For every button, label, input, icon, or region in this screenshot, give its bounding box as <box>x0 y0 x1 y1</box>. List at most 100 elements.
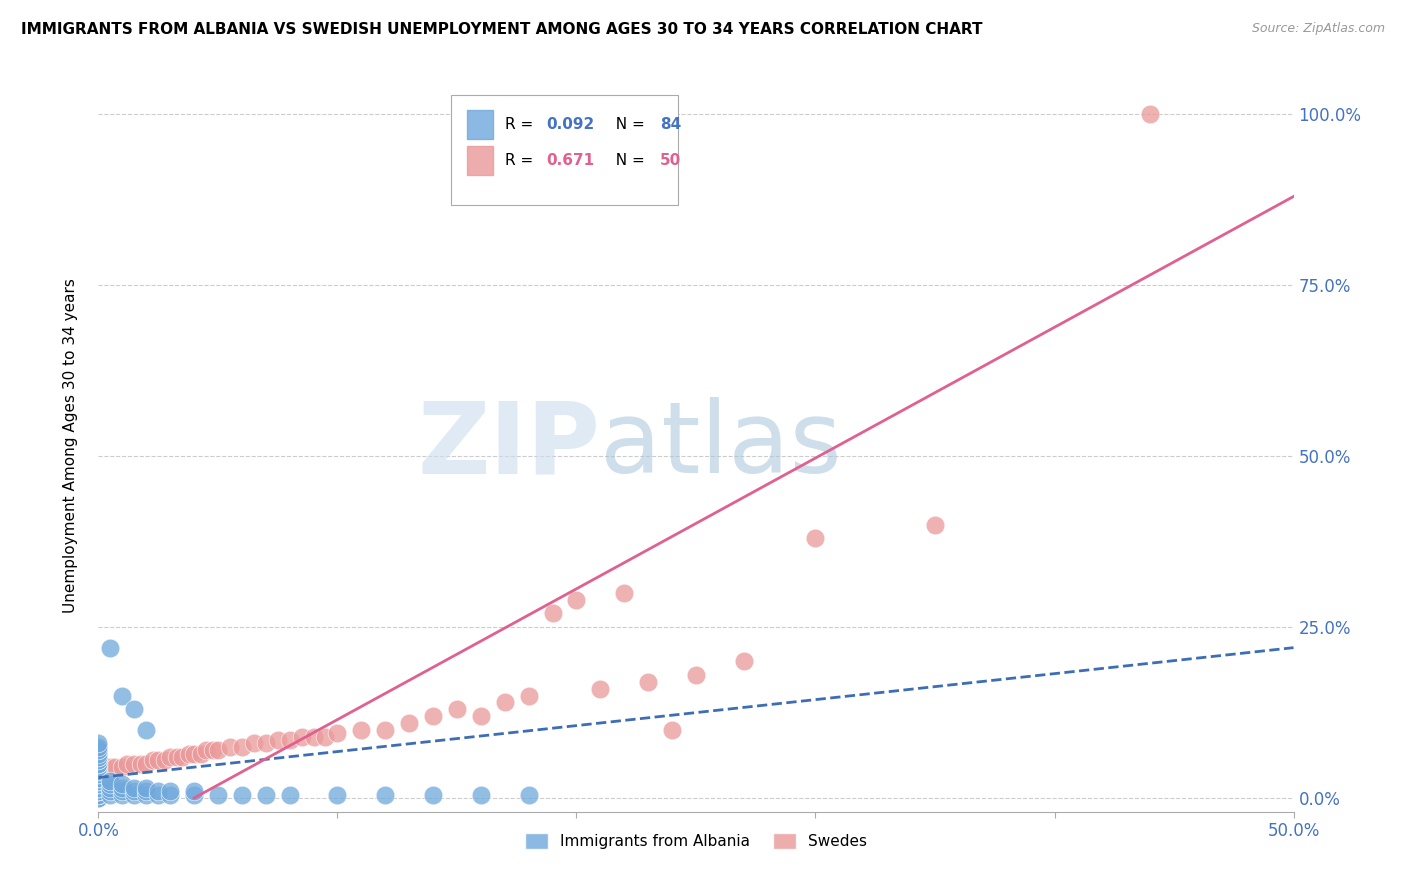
Point <box>87 788 110 802</box>
Point <box>87 791 110 805</box>
Point <box>98 784 122 798</box>
Point <box>278 733 301 747</box>
Point <box>148 788 170 802</box>
Point <box>87 754 110 768</box>
Point <box>87 743 110 757</box>
Point <box>111 788 134 802</box>
Point <box>231 788 253 802</box>
Text: R =: R = <box>505 117 538 132</box>
Point <box>87 791 110 805</box>
Point <box>183 747 205 761</box>
Point <box>87 750 110 764</box>
Point <box>155 754 177 768</box>
Y-axis label: Unemployment Among Ages 30 to 34 years: Unemployment Among Ages 30 to 34 years <box>63 278 77 614</box>
Point <box>87 760 110 774</box>
Point <box>87 784 110 798</box>
Point <box>183 784 205 798</box>
Point <box>87 756 110 771</box>
Point <box>135 756 157 771</box>
Point <box>637 674 659 689</box>
Point <box>142 754 165 768</box>
Point <box>190 747 212 761</box>
Point <box>87 788 110 802</box>
Point <box>87 771 110 785</box>
Point <box>183 788 205 802</box>
Point <box>87 791 110 805</box>
Point <box>135 784 157 798</box>
Point <box>98 774 122 789</box>
Point <box>115 756 138 771</box>
Point <box>87 788 110 802</box>
Point <box>148 754 170 768</box>
Point <box>422 709 444 723</box>
Point <box>446 702 468 716</box>
Point <box>1139 107 1161 121</box>
Point <box>422 788 444 802</box>
Point <box>541 607 564 621</box>
Point <box>124 788 146 802</box>
Point <box>179 747 201 761</box>
Point <box>87 774 110 789</box>
Point <box>87 780 110 795</box>
Point <box>243 736 266 750</box>
Point <box>326 726 349 740</box>
Point <box>98 760 122 774</box>
Point <box>87 764 110 778</box>
Point <box>374 788 396 802</box>
FancyBboxPatch shape <box>467 110 494 139</box>
Point <box>267 733 290 747</box>
Point <box>87 791 110 805</box>
Point <box>124 702 146 716</box>
Text: atlas: atlas <box>600 398 842 494</box>
Point <box>315 730 337 744</box>
Point <box>87 764 110 778</box>
Point <box>104 760 127 774</box>
Text: Source: ZipAtlas.com: Source: ZipAtlas.com <box>1251 22 1385 36</box>
Point <box>159 750 181 764</box>
Point <box>398 715 420 730</box>
Point <box>804 531 827 545</box>
Point <box>195 743 218 757</box>
Point <box>111 777 134 791</box>
Point <box>494 695 516 709</box>
Point <box>87 774 110 789</box>
Point <box>87 754 110 768</box>
Point <box>124 780 146 795</box>
Point <box>87 780 110 795</box>
Point <box>87 767 110 781</box>
Point <box>87 777 110 791</box>
Point <box>87 736 110 750</box>
Point <box>87 739 110 754</box>
Point <box>135 788 157 802</box>
Point <box>87 791 110 805</box>
Point <box>470 788 492 802</box>
Point <box>135 780 157 795</box>
Text: 50: 50 <box>661 153 682 169</box>
Point <box>613 586 636 600</box>
Point <box>326 788 349 802</box>
Point <box>254 736 277 750</box>
Point <box>219 739 242 754</box>
Point <box>278 788 301 802</box>
Text: N =: N = <box>606 117 650 132</box>
Point <box>207 743 229 757</box>
Point <box>254 788 277 802</box>
Point <box>207 788 229 802</box>
Point <box>87 784 110 798</box>
Point <box>124 756 146 771</box>
Point <box>166 750 188 764</box>
Point <box>87 777 110 791</box>
Point <box>685 668 707 682</box>
Point <box>135 723 157 737</box>
Point <box>87 756 110 771</box>
Point <box>111 780 134 795</box>
Point <box>98 780 122 795</box>
Point <box>159 788 181 802</box>
Point <box>661 723 683 737</box>
Point <box>148 784 170 798</box>
Point <box>87 767 110 781</box>
Point <box>733 654 755 668</box>
Point <box>87 771 110 785</box>
Point <box>124 784 146 798</box>
Point <box>87 756 110 771</box>
